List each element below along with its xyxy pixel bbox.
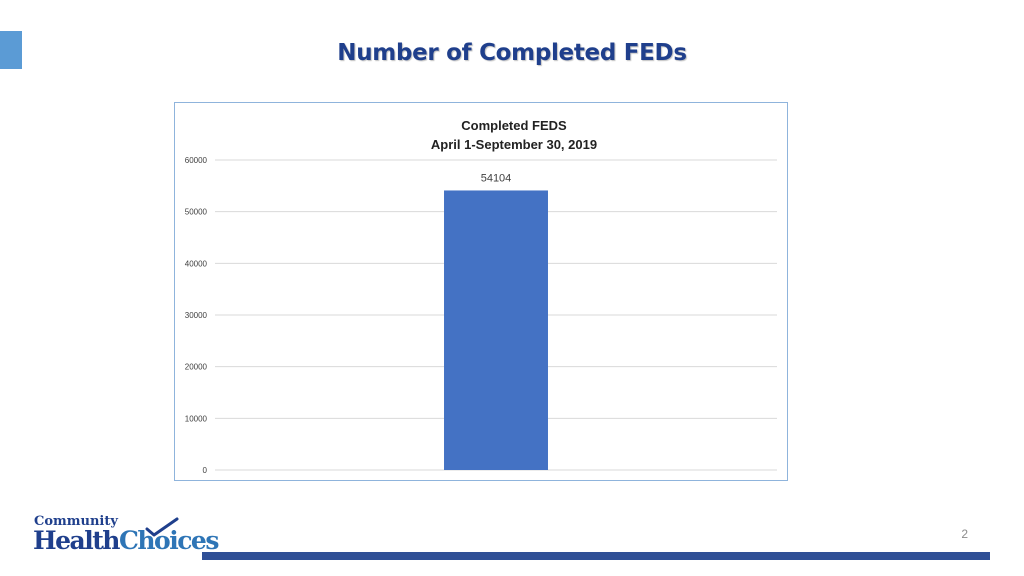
logo-choices-text: Choices <box>118 526 219 555</box>
bar-chart: Completed FEDS April 1-September 30, 201… <box>185 118 777 475</box>
y-tick-label: 50000 <box>185 208 208 217</box>
y-tick-label: 20000 <box>185 363 208 372</box>
chart-container: Completed FEDS April 1-September 30, 201… <box>174 102 788 481</box>
chart-subtitle: April 1-September 30, 2019 <box>431 137 597 152</box>
corner-accent <box>0 31 22 69</box>
slide-title: Number of Completed FEDs <box>337 40 687 66</box>
bar <box>444 190 548 470</box>
y-tick-label: 60000 <box>185 156 208 165</box>
y-tick-label: 0 <box>203 466 208 475</box>
logo-health-text: Health <box>33 526 120 555</box>
y-tick-label: 30000 <box>185 311 208 320</box>
y-tick-label: 40000 <box>185 259 208 268</box>
logo-healthchoices-text: HealthChoices <box>33 526 219 555</box>
bars <box>444 190 548 470</box>
checkmark-icon <box>145 517 179 537</box>
data-labels: 54104 <box>481 172 512 184</box>
footer-bar <box>202 552 990 560</box>
page-number: 2 <box>961 527 968 541</box>
logo-community-text: Community <box>34 514 118 529</box>
bar-data-label: 54104 <box>481 172 512 184</box>
community-healthchoices-logo: Community HealthChoices <box>33 512 219 562</box>
y-tick-label: 10000 <box>185 414 208 423</box>
y-axis-ticks: 0 10000 20000 30000 40000 50000 60000 <box>185 156 208 475</box>
chart-title: Completed FEDS <box>461 118 567 133</box>
